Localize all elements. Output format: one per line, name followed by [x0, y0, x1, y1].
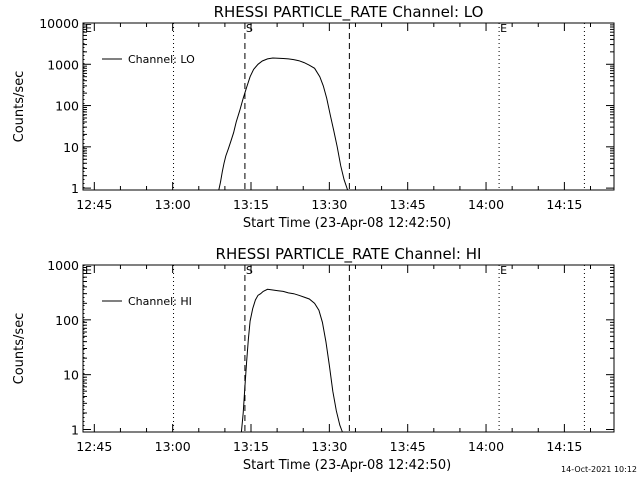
- x-tick-label: 12:45: [76, 197, 112, 212]
- y-axis-label: Counts/sec: [12, 71, 27, 143]
- plot-frame: [82, 264, 615, 433]
- y-tick-label: 1: [71, 422, 79, 437]
- x-axis-label: Start Time (23-Apr-08 12:42:50): [243, 458, 451, 473]
- legend-label: Channel: LO: [128, 53, 195, 66]
- count-rate-line: [218, 57, 349, 191]
- x-tick-label: 14:15: [546, 439, 582, 454]
- event-marker-label: E: [85, 264, 92, 277]
- x-tick-label: 13:00: [155, 197, 191, 212]
- y-tick-label: 10: [63, 140, 79, 155]
- hi-channel-panel: RHESSI PARTICLE_RATE Channel: HI Start T…: [12, 245, 615, 473]
- event-marker-label: S: [246, 22, 253, 35]
- lo-channel-panel: RHESSI PARTICLE_RATE Channel: LO Start T…: [12, 3, 615, 231]
- x-tick-label: 14:00: [468, 439, 504, 454]
- x-tick-label: 13:30: [311, 197, 347, 212]
- chart-title: RHESSI PARTICLE_RATE Channel: LO: [214, 3, 484, 22]
- x-tick-label: 14:00: [468, 197, 504, 212]
- y-tick-label: 10000: [39, 16, 79, 31]
- y-tick-label: 100: [55, 99, 79, 114]
- y-tick-label: 100: [55, 313, 79, 328]
- legend-label: Channel: HI: [128, 295, 192, 308]
- y-tick-label: 1: [71, 181, 79, 196]
- count-rate-line: [240, 288, 343, 433]
- x-axis-label: Start Time (23-Apr-08 12:42:50): [243, 216, 451, 231]
- x-tick-label: 12:45: [76, 439, 112, 454]
- x-tick-label: 14:15: [546, 197, 582, 212]
- x-tick-label: 13:45: [390, 439, 426, 454]
- x-tick-label: 13:30: [311, 439, 347, 454]
- event-marker-label: E: [500, 22, 507, 35]
- x-tick-label: 13:15: [233, 197, 269, 212]
- y-tick-label: 10: [63, 368, 79, 383]
- y-tick-label: 1000: [47, 57, 79, 72]
- y-tick-label: 1000: [47, 258, 79, 273]
- generation-timestamp: 14-Oct-2021 10:12: [561, 465, 637, 474]
- y-axis-label: Counts/sec: [12, 313, 27, 385]
- event-marker-label: E: [85, 22, 92, 35]
- x-tick-label: 13:15: [233, 439, 269, 454]
- chart-title: RHESSI PARTICLE_RATE Channel: HI: [216, 245, 482, 264]
- x-tick-label: 13:45: [390, 197, 426, 212]
- event-marker-label: S: [246, 264, 253, 277]
- x-tick-label: 13:00: [155, 439, 191, 454]
- event-marker-label: E: [500, 264, 507, 277]
- plot-frame: [82, 22, 615, 191]
